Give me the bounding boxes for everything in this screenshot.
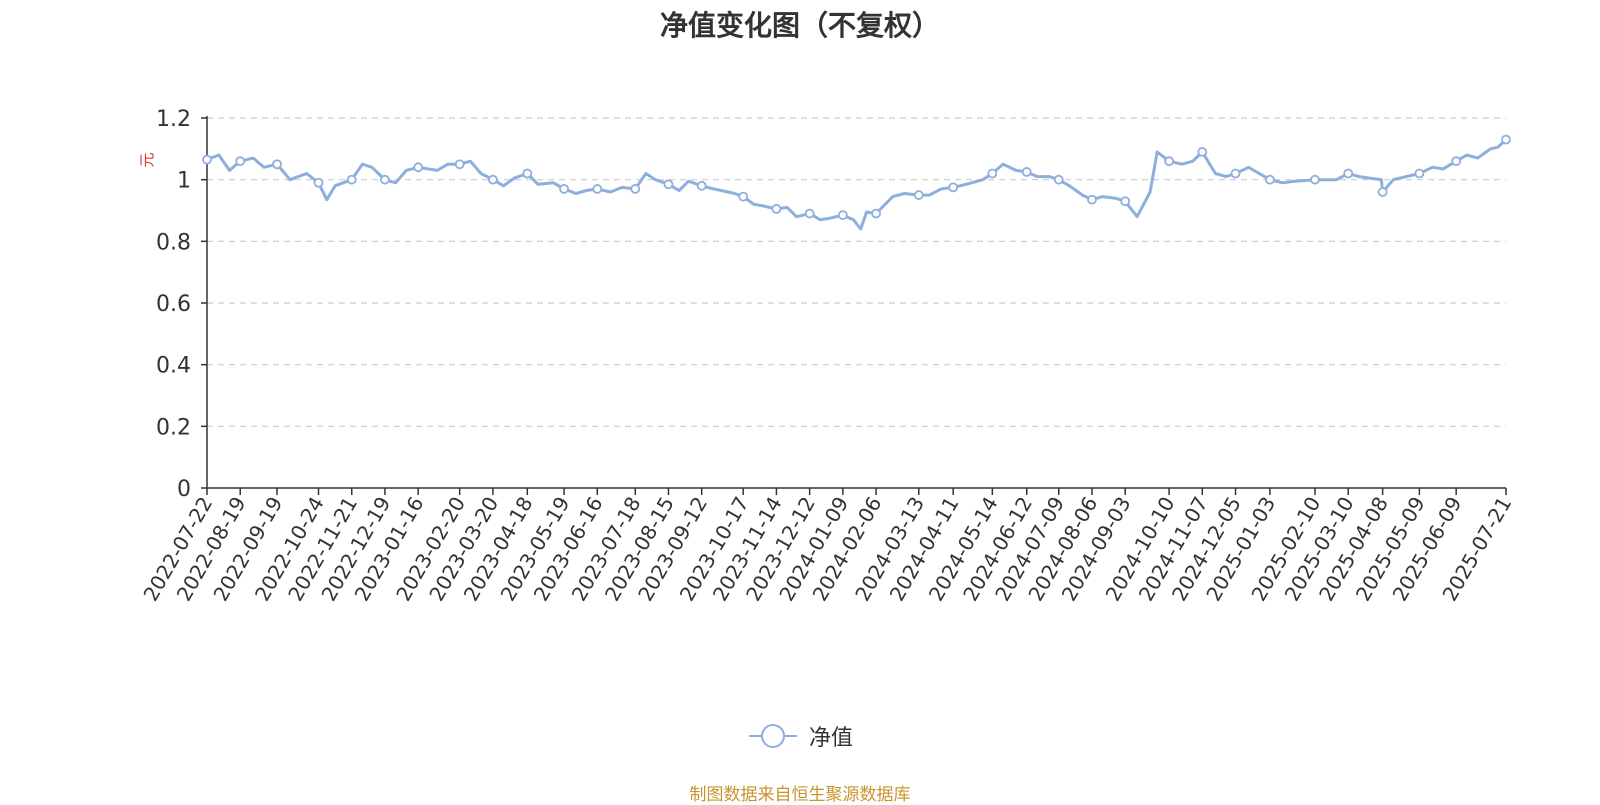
data-point: [1053, 174, 1064, 185]
data-point: [663, 179, 674, 190]
data-point: [413, 162, 424, 173]
y-tick-label: 1: [177, 169, 191, 194]
grid-lines: [207, 117, 1506, 427]
data-point: [948, 182, 959, 193]
data-point: [696, 180, 707, 191]
data-point: [1120, 196, 1131, 207]
data-point: [1501, 134, 1511, 145]
data-point: [380, 174, 390, 185]
series-net-value: [202, 134, 1511, 231]
data-point: [1230, 168, 1241, 179]
chart-title: 净值变化图（不复权）: [659, 9, 940, 42]
data-point: [837, 210, 848, 221]
data-point: [987, 168, 998, 179]
y-tick-label: 1.2: [156, 107, 191, 132]
series-line: [206, 138, 1508, 231]
data-point: [738, 191, 749, 202]
data-point: [522, 168, 533, 179]
data-point: [272, 159, 282, 170]
data-point: [1377, 187, 1388, 197]
data-point: [1451, 156, 1462, 167]
x-tick-labels: 2022-07-222022-08-192022-09-192022-10-24…: [138, 493, 1516, 606]
data-point: [913, 190, 924, 200]
data-point: [1087, 194, 1097, 205]
legend-marker-icon: [748, 724, 797, 748]
axes: [201, 116, 1507, 495]
y-tick-label: 0.6: [156, 292, 191, 317]
data-point: [630, 184, 641, 194]
data-point: [346, 174, 357, 185]
data-point: [487, 174, 498, 185]
y-tick-label: 0.4: [156, 354, 191, 379]
data-point: [1414, 168, 1425, 179]
y-tick-labels: 0 0.2 0.4 0.6 0.8 1 1.2: [156, 107, 191, 502]
y-tick-label: 0.2: [156, 415, 191, 440]
data-point: [313, 177, 324, 188]
data-point: [559, 184, 569, 194]
legend-label: 净值: [808, 726, 853, 751]
data-point: [1343, 168, 1354, 179]
y-tick-label: 0.8: [156, 230, 191, 255]
y-axis-unit-label: 元: [138, 152, 156, 167]
source-note: 制图数据来自恒生聚源数据库: [689, 785, 911, 805]
data-point: [804, 208, 815, 219]
data-point: [592, 184, 603, 194]
data-point: [871, 208, 881, 219]
data-point: [771, 204, 782, 214]
data-point: [454, 159, 465, 170]
y-tick-label: 0: [177, 477, 191, 502]
data-point: [1310, 174, 1320, 185]
data-point: [202, 154, 212, 165]
data-point: [1021, 167, 1032, 177]
data-point: [1265, 174, 1275, 185]
data-point: [1164, 156, 1174, 167]
data-point: [235, 156, 246, 167]
legend[interactable]: 净值: [0, 720, 1600, 755]
data-point: [1197, 147, 1208, 157]
